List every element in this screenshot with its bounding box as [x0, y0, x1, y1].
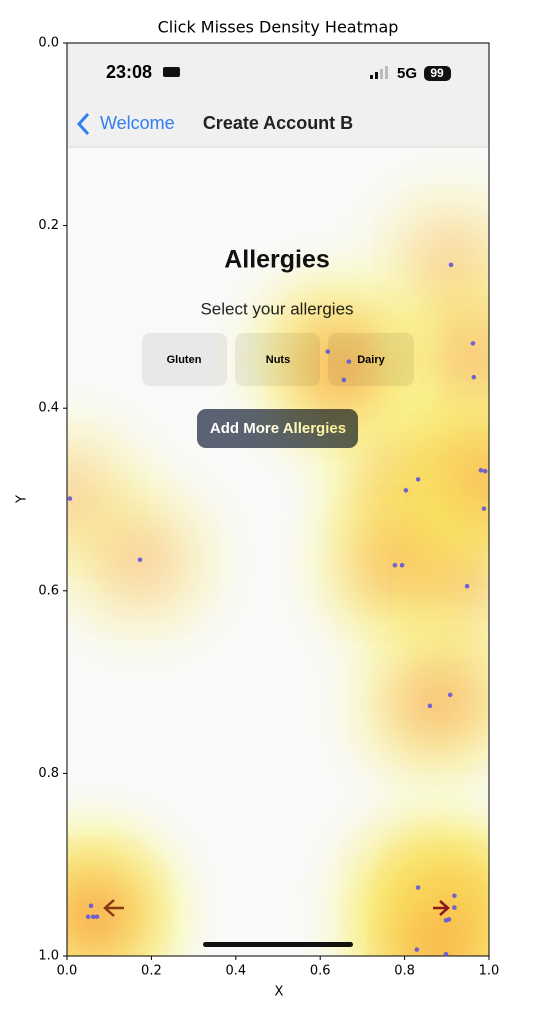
x-tick-label: 0.6 — [310, 964, 331, 979]
signal-bar — [380, 69, 383, 79]
back-button[interactable]: Welcome — [100, 113, 175, 133]
y-tick-label: 0.4 — [38, 401, 59, 416]
point — [452, 905, 457, 910]
y-axis-label: Y — [15, 495, 30, 504]
density-core — [405, 914, 486, 956]
point — [415, 477, 421, 482]
point — [341, 377, 347, 383]
point — [325, 349, 331, 354]
x-tick-label: 0.2 — [141, 964, 162, 979]
point — [94, 914, 100, 920]
points — [67, 262, 488, 957]
plot-frame — [66, 42, 490, 957]
y-tick-label: 0.6 — [38, 583, 59, 598]
point — [392, 562, 398, 568]
signal-bar — [375, 72, 378, 79]
point — [85, 914, 91, 920]
point — [414, 947, 420, 952]
home-indicator — [203, 942, 353, 947]
density-core — [67, 876, 137, 956]
back-chevron[interactable] — [76, 112, 90, 136]
point — [90, 914, 96, 920]
point — [88, 903, 94, 909]
point — [443, 918, 449, 923]
x-tick-label: 0.0 — [57, 964, 78, 979]
y-tick-label: 0.2 — [38, 218, 59, 233]
point — [464, 583, 470, 589]
x-tick-label: 0.8 — [394, 964, 415, 979]
point — [443, 951, 449, 957]
point — [399, 562, 405, 568]
screenshot: 23:08 5G 99 Welcome Create Account B All… — [67, 43, 489, 956]
x-axis-label: X — [275, 985, 284, 1000]
signal-bar — [370, 75, 373, 79]
y-tick-label: 1.0 — [38, 949, 59, 964]
x-tick-label: 1.0 — [479, 964, 500, 979]
point — [481, 506, 487, 511]
next-arrow — [433, 900, 450, 916]
point — [482, 468, 488, 474]
signal-bar — [385, 66, 388, 79]
status-time: 23:08 — [106, 62, 152, 82]
point — [415, 885, 421, 890]
point — [452, 893, 457, 899]
heading: Allergies — [224, 246, 330, 274]
point — [471, 374, 477, 380]
density-layer — [67, 189, 489, 956]
point — [403, 488, 409, 493]
point — [470, 341, 476, 346]
battery — [424, 66, 451, 81]
nav-title: Create Account B — [203, 113, 353, 133]
point — [346, 359, 352, 364]
nav-bar — [67, 43, 489, 147]
point — [67, 496, 73, 501]
network: 5G — [397, 65, 417, 82]
point — [448, 262, 454, 268]
chart-title: Click Misses Density Heatmap — [158, 18, 399, 37]
point — [427, 703, 433, 709]
option-label: Gluten — [167, 354, 202, 366]
density-core — [427, 546, 489, 627]
y-tick-label: 0.0 — [38, 36, 59, 51]
bed-icon — [163, 67, 180, 77]
option-button[interactable] — [142, 333, 227, 386]
point — [478, 467, 484, 473]
back-arrow — [103, 899, 124, 917]
x-tick-label: 0.4 — [225, 964, 246, 979]
point — [137, 557, 143, 563]
battery-level: 99 — [430, 66, 444, 80]
y-tick-label: 0.8 — [38, 766, 59, 781]
point — [447, 692, 453, 698]
